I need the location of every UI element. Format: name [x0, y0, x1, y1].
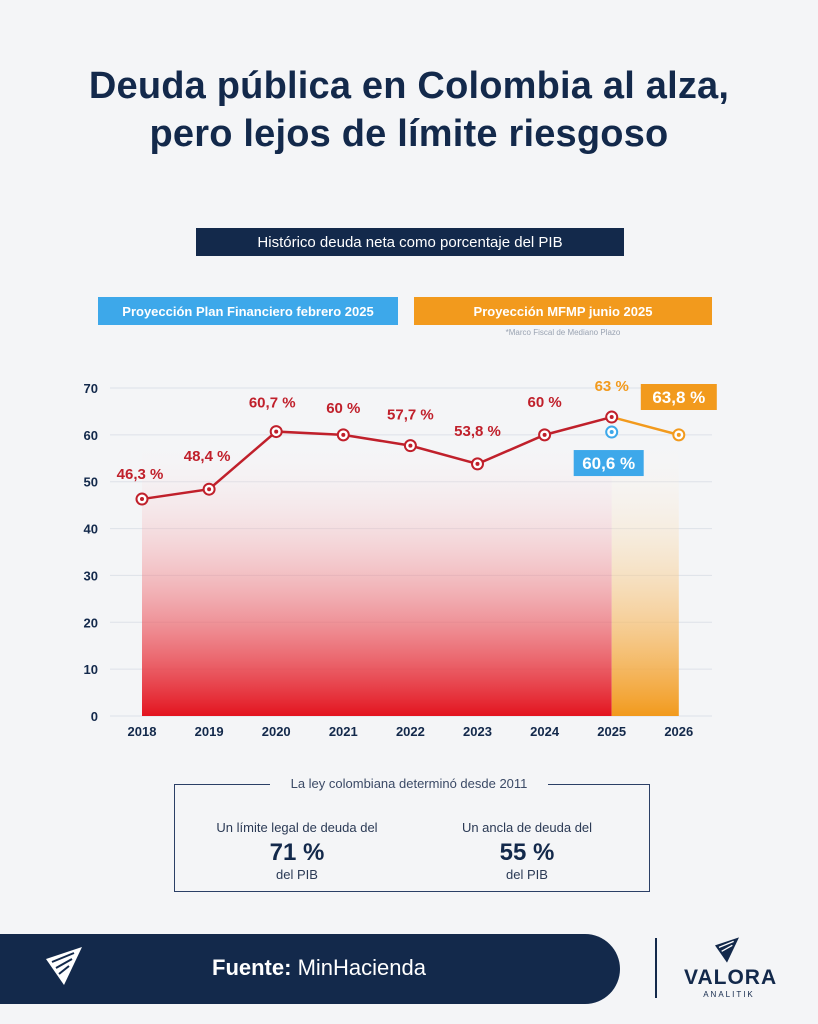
chart-subtitle: Histórico deuda neta como porcentaje del…	[196, 228, 624, 256]
data-label-2018: 46,3 %	[117, 466, 164, 483]
point-2021-core	[341, 432, 346, 437]
page-title: Deuda pública en Colombia al alza, pero …	[0, 62, 818, 158]
projection-label-orange: Proyección MFMP junio 2025	[414, 297, 712, 325]
valora-logo-icon	[44, 945, 84, 992]
point-layer	[135, 410, 686, 506]
point-2025-core	[609, 415, 614, 420]
y-tick-label: 0	[91, 709, 98, 724]
data-label-2023: 53,8 %	[454, 423, 501, 440]
series-line-mfmp	[611, 415, 680, 437]
y-tick-label: 30	[84, 568, 98, 583]
historic-area	[142, 434, 612, 716]
projection-label-blue: Proyección Plan Financiero febrero 2025	[98, 297, 398, 325]
data-label-2025: 63 %	[595, 378, 629, 395]
valora-brand-icon	[712, 936, 742, 969]
point-2018-core	[140, 497, 144, 502]
data-label-2019: 48,4 %	[184, 448, 231, 465]
legal-limit-sub: del PIB	[276, 867, 318, 882]
y-tick-label: 10	[84, 662, 98, 677]
footer-bar	[0, 934, 620, 1004]
source-value: MinHacienda	[291, 955, 426, 980]
title-line-2: pero lejos de límite riesgoso	[149, 113, 669, 155]
brand-name: VALORA	[684, 966, 778, 989]
label-box-mfmp	[640, 384, 717, 410]
x-tick-label: 2024	[530, 724, 560, 739]
data-label-2025-plan: 60,6 %	[582, 454, 635, 473]
data-label-2024: 60 %	[527, 394, 561, 411]
brand-subtitle: ANALITIK	[703, 990, 755, 999]
area-layer	[142, 434, 679, 716]
debt-line-chart: 0 10 20 30 40 50 60 70 2018 2019 2020 2021 2022 2023 2…	[84, 378, 717, 739]
x-tick-label: 2025	[597, 724, 626, 739]
y-tick-label: 50	[84, 475, 98, 490]
projection-footnote: *Marco Fiscal de Mediano Plazo	[505, 328, 621, 337]
point-2025-plan-core	[609, 430, 614, 435]
footer-divider	[655, 938, 657, 998]
x-tick-label: 2018	[128, 724, 157, 739]
data-label-2020: 60,7 %	[249, 395, 296, 412]
source-text: Fuente: MinHacienda	[212, 955, 426, 981]
point-2024-core	[542, 432, 547, 437]
y-tick-label: 70	[84, 381, 98, 396]
data-label-2022: 57,7 %	[387, 407, 434, 424]
debt-anchor-sub: del PIB	[506, 867, 548, 882]
point-2022-core	[408, 443, 413, 448]
line-layer	[141, 415, 680, 501]
label-layer: 46,3 % 48,4 % 60,7 % 60 % 57,7 % 53,8 % 60 % 63…	[117, 378, 717, 483]
point-2020-core	[274, 429, 279, 434]
law-caption: La ley colombiana determinó desde 2011	[270, 776, 548, 791]
y-tick-label: 20	[84, 615, 98, 630]
source-label: Fuente:	[212, 955, 292, 980]
axis-layer: 0 10 20 30 40 50 60 70 2018 2019 2020 2021 2022 2023 2…	[84, 381, 694, 739]
x-tick-label: 2023	[463, 724, 492, 739]
legal-limit-value: 71 %	[269, 839, 325, 866]
data-label-2026: 63,8 %	[652, 388, 705, 407]
title-line-1: Deuda pública en Colombia al alza,	[88, 65, 730, 107]
y-tick-label: 60	[84, 428, 98, 443]
projection-area	[611, 434, 679, 716]
point-2023-core	[475, 461, 480, 466]
y-tick-label: 40	[84, 522, 98, 537]
x-tick-label: 2022	[396, 724, 425, 739]
x-tick-label: 2026	[664, 724, 693, 739]
x-tick-label: 2021	[329, 724, 358, 739]
point-2019-core	[207, 487, 212, 492]
point-2026-core	[676, 432, 681, 437]
legal-limit-label: Un límite legal de deuda del	[216, 820, 378, 835]
legal-limit: Un límite legal de deuda del 71 % del PI…	[182, 820, 412, 882]
debt-anchor: Un ancla de deuda del 55 % del PIB	[412, 820, 642, 882]
debt-anchor-label: Un ancla de deuda del	[461, 820, 593, 835]
series-line-historic	[141, 415, 613, 501]
x-tick-label: 2019	[195, 724, 224, 739]
x-tick-label: 2020	[262, 724, 291, 739]
data-label-2021: 60 %	[326, 400, 360, 417]
label-box-plan	[573, 450, 644, 477]
debt-anchor-value: 55 %	[499, 839, 555, 866]
